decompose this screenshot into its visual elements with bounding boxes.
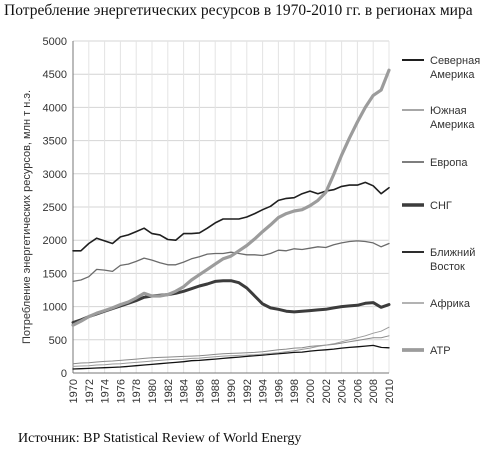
x-tick-label: 1988 [210, 379, 222, 403]
x-tick-label: 1990 [226, 379, 238, 403]
energy-consumption-chart: 0 500 1000 1500 2000 2500 3000 3500 4000 4500 5000… [21, 36, 480, 403]
y-tick-label: 4500 [43, 69, 67, 81]
series-line-4 [72, 344, 390, 370]
x-tick-label: 1970 [68, 379, 80, 403]
legend-label-0: Северная Америка [430, 55, 480, 81]
x-tick-label: 2010 [384, 379, 396, 403]
y-tick-label: 0 [61, 368, 67, 380]
x-tick-label: 2004 [337, 379, 349, 403]
x-tick-label: 1972 [84, 379, 96, 403]
x-tick-label: 1974 [100, 379, 112, 403]
legend-label-2: Европа [430, 157, 468, 169]
x-tick-label: 2002 [321, 379, 333, 403]
x-tick-label: 1992 [242, 379, 254, 403]
series-line-1 [72, 335, 390, 365]
x-tick-label: 1978 [131, 379, 143, 403]
y-tick-label: 4000 [43, 102, 67, 114]
series-line-6 [71, 68, 391, 327]
x-tick-label: 1976 [115, 379, 127, 403]
chart-title: Потребление энергетических ресурсов в 19… [4, 2, 473, 19]
y-tick-label: 3000 [43, 169, 67, 181]
y-tick-label: 1500 [43, 268, 67, 280]
series-line-0 [72, 181, 390, 252]
legend-label-4: Ближний Восток [430, 247, 475, 273]
y-tick-label: 2000 [43, 235, 67, 247]
legend-label-6: АТР [430, 345, 451, 357]
y-tick-label: 5000 [43, 36, 67, 48]
legend-label-5: Африка [430, 298, 471, 310]
x-tick-label: 1998 [289, 379, 301, 403]
y-tick-label: 500 [49, 335, 67, 347]
legend-label-1: Южная Америка [430, 105, 475, 131]
series-line-2 [72, 240, 390, 283]
x-tick-label: 1994 [258, 379, 270, 403]
x-tick-label: 1986 [194, 379, 206, 403]
legend-label-3: СНГ [430, 200, 452, 212]
y-tick-label: 2500 [43, 202, 67, 214]
y-tick-label: 1000 [43, 302, 67, 314]
y-axis-label: Потребление энергетических ресурсов, млн… [21, 90, 33, 344]
x-tick-label: 1996 [273, 379, 285, 403]
x-tick-label: 1982 [163, 379, 175, 403]
x-tick-label: 1980 [147, 379, 159, 403]
x-tick-label: 2008 [368, 379, 380, 403]
x-tick-label: 2006 [352, 379, 364, 403]
y-tick-label: 3500 [43, 136, 67, 148]
source-note: Источник: BP Statistical Review of World… [18, 431, 302, 446]
x-tick-label: 1984 [179, 379, 191, 403]
series-line-5 [72, 326, 390, 367]
x-tick-label: 2000 [305, 379, 317, 403]
